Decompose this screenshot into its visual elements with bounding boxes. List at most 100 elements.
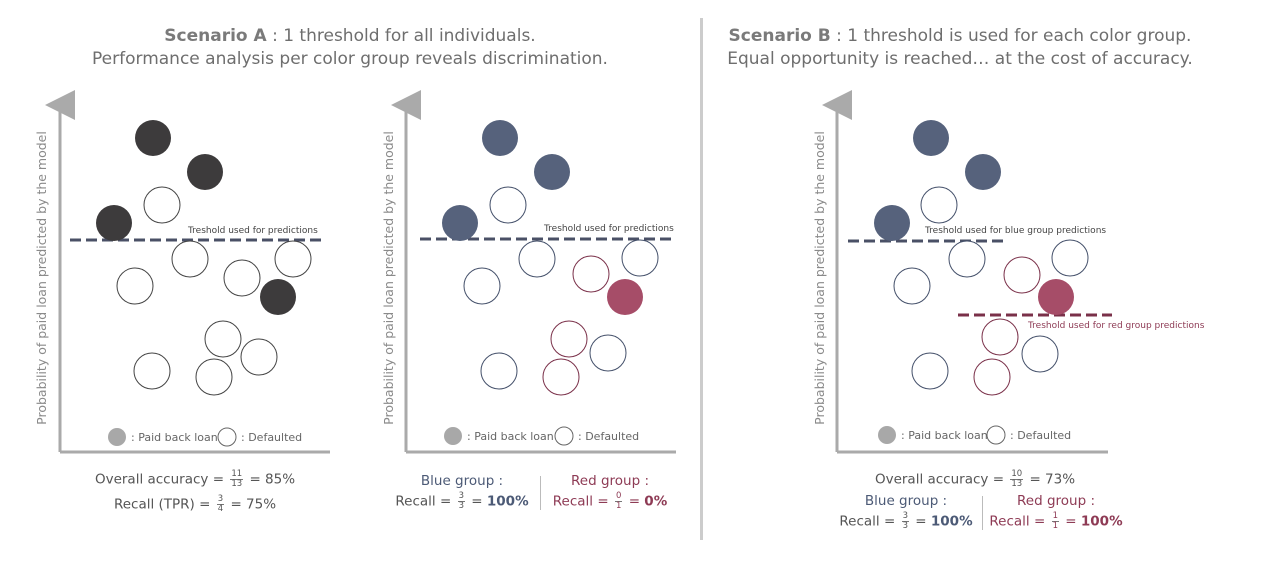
blue-defaulted-point [893,267,931,305]
accuracy-fraction: 10 13 [1010,469,1024,489]
red-defaulted-point [1003,256,1041,294]
red-recall-result: 100% [1080,513,1123,530]
blue-defaulted-point [948,240,986,278]
legend-defaulted-label: : Defaulted [1010,429,1071,442]
blue-recall-eq: = [471,493,483,510]
scenario-a-title-rest: : 1 threshold for all individuals. [266,26,536,46]
red-defaulted-point [542,358,580,396]
red-defaulted-point [973,358,1011,396]
legend-defaulted-label: : Defaulted [241,431,302,444]
blue-defaulted-point [920,186,958,224]
denominator: 4 [217,504,224,514]
threshold-label: Treshold used for predictions [543,224,674,234]
defaulted-point [116,267,154,305]
accuracy-label: Overall accuracy = [874,471,1005,488]
panel-2: Probability of paid loan predicted by th… [381,90,676,454]
denominator: 3 [458,501,464,511]
blue-paid-point [534,154,570,190]
red-recall-label: Recall = [989,513,1046,530]
numerator: 3 [216,494,225,505]
defaulted-point [223,259,261,297]
accuracy-fraction: 11 13 [230,469,244,489]
blue-defaulted-point [911,352,949,390]
blue-paid-point [442,205,478,241]
blue-paid-point [874,205,910,241]
y-axis-label: Probability of paid loan predicted by th… [381,131,396,425]
p3-blue-title: Blue group : [864,493,948,509]
denominator: 1 [1052,521,1058,531]
blue-defaulted-point [480,352,518,390]
p3-red-title: Red group : [1017,493,1095,509]
p1-accuracy: Overall accuracy = 11 13 = 85% [60,470,330,489]
blue-paid-point [913,120,949,156]
red-paid-point [607,279,643,315]
defaulted-point [171,240,209,278]
p3-accuracy: Overall accuracy = 10 13 = 73% [840,470,1110,489]
p3-metric-separator [982,496,983,530]
defaulted-point [204,320,242,358]
legend-defaulted-marker [217,427,237,447]
numerator: 3 [901,511,909,522]
panel-1: Probability of paid loan predicted by th… [34,90,330,454]
blue-defaulted-point [463,267,501,305]
threshold-label: Treshold used for predictions [187,226,318,236]
denominator: 13 [1011,479,1023,489]
blue-defaulted-point [1021,335,1059,373]
red-threshold-label: Treshold used for red group predictions [1027,321,1205,331]
scenario-b-title-rest: : 1 threshold is used for each color gro… [830,26,1192,46]
defaulted-point [143,186,181,224]
p2-blue-title: Blue group : [420,473,504,489]
legend-paid-label: : Paid back loan [901,429,988,442]
scenario-b-title-bold: Scenario B [728,26,831,46]
legend-defaulted-label: : Defaulted [578,430,639,443]
scenario-b-title: Scenario B : 1 threshold is used for eac… [700,25,1220,71]
paid-back-point [135,120,171,156]
numerator: 11 [230,469,244,480]
defaulted-point [133,352,171,390]
legend-defaulted-marker [986,425,1006,445]
scenario-a-title-bold: Scenario A [164,26,267,46]
legend-defaulted-marker [554,426,574,446]
blue-recall-label: Recall = [839,513,896,530]
defaulted-point [195,358,233,396]
numerator: 0 [614,491,623,502]
denominator: 13 [231,479,243,489]
legend-paid-marker [878,426,896,444]
defaulted-point [274,240,312,278]
paid-back-point [96,205,132,241]
denominator: 3 [902,521,908,531]
red-defaulted-point [981,318,1019,356]
numerator: 3 [457,491,465,502]
blue-paid-point [482,120,518,156]
blue-defaulted-point [518,240,556,278]
recall-label: Recall (TPR) = [113,496,211,513]
defaulted-point [240,338,278,376]
paid-back-point [187,154,223,190]
red-defaulted-point [550,320,588,358]
red-recall-eq: = [1065,513,1077,530]
accuracy-result: = 73% [1029,471,1076,488]
blue-recall-result: 100% [930,513,973,530]
blue-threshold-label: Treshold used for blue group predictions [924,226,1106,236]
y-axis-label: Probability of paid loan predicted by th… [34,131,49,425]
blue-defaulted-point [589,334,627,372]
blue-recall-result: 100% [486,493,529,510]
panel-3: Probability of paid loan predicted by th… [812,90,1205,454]
blue-defaulted-point [621,239,659,277]
legend-paid-marker [444,427,462,445]
numerator: 10 [1010,469,1024,480]
red-recall-result: 0% [644,493,668,510]
scenario-a-title: Scenario A : 1 threshold for all individ… [40,25,660,71]
blue-defaulted-point [1051,239,1089,277]
p2-red-title: Red group : [571,473,649,489]
